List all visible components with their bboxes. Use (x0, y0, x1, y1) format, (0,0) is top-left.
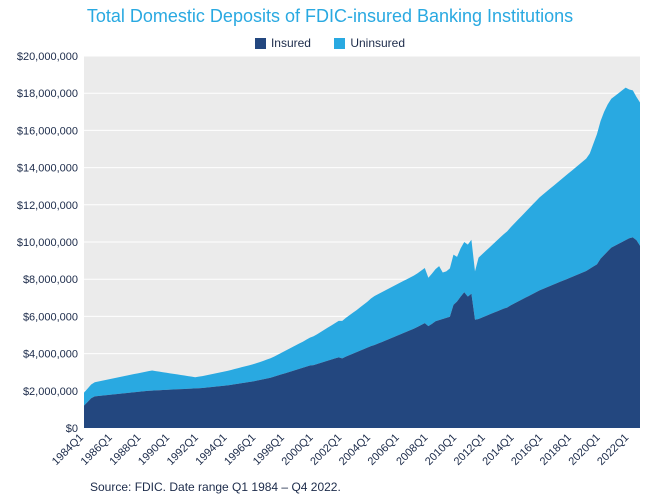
ytick-label: $10,000,000 (17, 237, 78, 249)
ytick-label: $4,000,000 (23, 349, 78, 361)
ytick-label: $18,000,000 (17, 88, 78, 100)
ytick-label: $12,000,000 (17, 200, 78, 212)
chart-container: Total Domestic Deposits of FDIC-insured … (0, 0, 660, 500)
ytick-label: $2,000,000 (23, 386, 78, 398)
chart-svg: $0$2,000,000$4,000,000$6,000,000$8,000,0… (0, 0, 660, 500)
chart-caption: Source: FDIC. Date range Q1 1984 – Q4 20… (90, 480, 341, 494)
ytick-label: $16,000,000 (17, 125, 78, 137)
ytick-label: $20,000,000 (17, 51, 78, 63)
ytick-label: $6,000,000 (23, 311, 78, 323)
xtick-label: 2022Q1 (595, 432, 631, 468)
ytick-label: $8,000,000 (23, 274, 78, 286)
ytick-label: $14,000,000 (17, 163, 78, 175)
